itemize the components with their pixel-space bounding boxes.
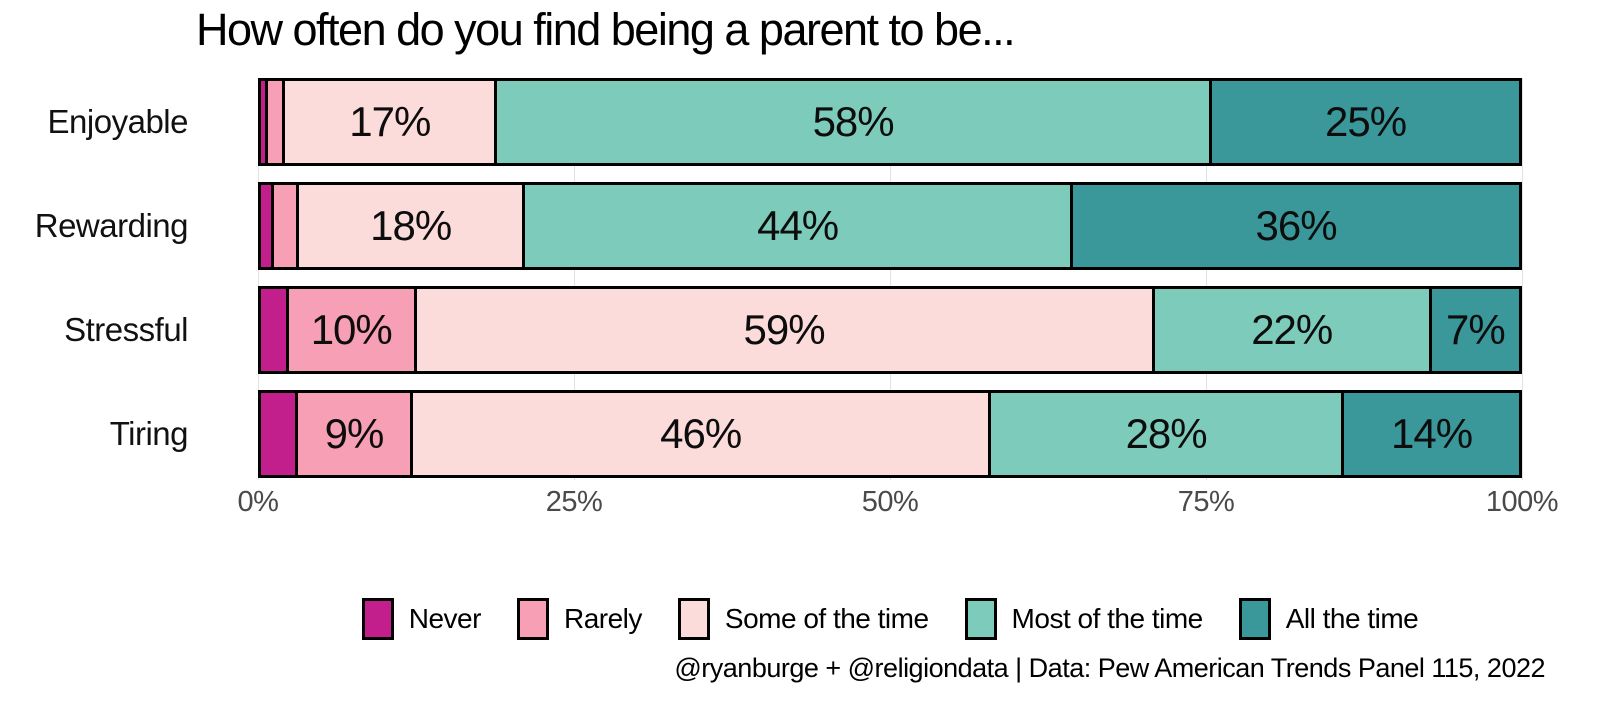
legend-item-rarely: Rarely — [516, 598, 642, 640]
legend-label: All the time — [1285, 603, 1419, 634]
segment-all: 14% — [1344, 393, 1520, 475]
gridlines — [258, 78, 1523, 480]
legend-swatch-some — [677, 598, 710, 640]
segment-value-label: 25% — [1325, 98, 1407, 145]
legend-label: Rarely — [563, 603, 642, 634]
legend: Never Rarely Some of the time Most of the t… — [258, 598, 1522, 640]
legend-item-never: Never — [361, 598, 482, 640]
plot-rows: Enjoyable 17% 58% 25% Rewarding 18% 44% 36% Stre… — [0, 78, 1600, 494]
legend-label: Never — [408, 603, 482, 634]
segment-some: 59% — [416, 289, 1155, 371]
source-credit: @ryanburge + @religiondata | Data: Pew A… — [674, 653, 1545, 683]
segment-all: 25% — [1212, 81, 1519, 163]
legend-label: Some of the time — [724, 603, 929, 634]
gridline-0 — [258, 78, 259, 480]
segment-rarely — [267, 81, 286, 163]
segment-most: 22% — [1154, 289, 1432, 371]
segment-value-label: 9% — [324, 410, 385, 457]
segment-value-label: 59% — [743, 306, 826, 353]
legend-swatch-never — [361, 598, 394, 640]
axis-tick-100: 100% — [1485, 486, 1559, 518]
segment-most: 58% — [497, 81, 1213, 163]
segment-rarely: 10% — [288, 289, 417, 371]
legend-item-all: All the time — [1238, 598, 1419, 640]
segment-value-label: 36% — [1255, 202, 1338, 249]
bar-row-rewarding: Rewarding 18% 44% 36% — [0, 182, 1600, 270]
bar-row-tiring: Tiring 9% 46% 28% 14% — [0, 390, 1600, 478]
segment-rarely — [273, 185, 300, 267]
legend-swatch-all — [1238, 598, 1271, 640]
segment-most: 44% — [525, 185, 1074, 267]
legend-item-most: Most of the time — [964, 598, 1204, 640]
segment-all: 36% — [1073, 185, 1519, 267]
bar-row-enjoyable: Enjoyable 17% 58% 25% — [0, 78, 1600, 166]
segment-value-label: 46% — [660, 410, 742, 457]
gridline-100 — [1522, 78, 1523, 480]
segment-rarely: 9% — [297, 393, 414, 475]
segment-value-label: 58% — [812, 98, 895, 145]
category-label: Enjoyable — [47, 103, 189, 140]
legend-swatch-rarely — [516, 598, 549, 640]
segment-all: 7% — [1431, 289, 1519, 371]
segment-value-label: 44% — [757, 202, 839, 249]
segment-value-label: 7% — [1446, 306, 1506, 353]
segment-most: 28% — [991, 393, 1345, 475]
axis-tick-50: 50% — [861, 486, 919, 518]
bar-row-stressful: Stressful 10% 59% 22% 7% — [0, 286, 1600, 374]
axis-tick-25: 25% — [545, 486, 603, 518]
category-label: Tiring — [109, 415, 189, 452]
gridline-75 — [1206, 78, 1207, 480]
gridline-50 — [890, 78, 891, 480]
axis-tick-75: 75% — [1177, 486, 1235, 518]
stacked-bar: 18% 44% 36% — [258, 182, 1522, 270]
segment-value-label: 10% — [310, 306, 393, 353]
segment-never — [261, 185, 274, 267]
stacked-bar: 17% 58% 25% — [258, 78, 1522, 166]
segment-never — [261, 289, 289, 371]
segment-some: 17% — [285, 81, 498, 163]
segment-value-label: 28% — [1125, 410, 1208, 457]
segment-never — [261, 393, 298, 475]
segment-some: 46% — [413, 393, 992, 475]
category-label: Rewarding — [34, 207, 189, 244]
segment-some: 18% — [299, 185, 526, 267]
chart-title: How often do you find being a parent to … — [196, 4, 1016, 55]
segment-value-label: 14% — [1391, 410, 1473, 457]
legend-label: Most of the time — [1011, 603, 1204, 634]
gridline-25 — [574, 78, 575, 480]
category-label: Stressful — [64, 311, 188, 348]
stacked-bar: 10% 59% 22% 7% — [258, 286, 1522, 374]
x-axis: 0% 25% 50% 75% 100% — [238, 486, 1559, 520]
legend-item-some: Some of the time — [677, 598, 929, 640]
legend-swatch-most — [964, 598, 997, 640]
segment-value-label: 22% — [1251, 306, 1333, 353]
segment-value-label: 18% — [370, 202, 452, 249]
stacked-bar: 9% 46% 28% 14% — [258, 390, 1522, 478]
axis-tick-0: 0% — [237, 486, 279, 518]
segment-value-label: 17% — [349, 98, 431, 145]
segment-never — [261, 81, 268, 163]
